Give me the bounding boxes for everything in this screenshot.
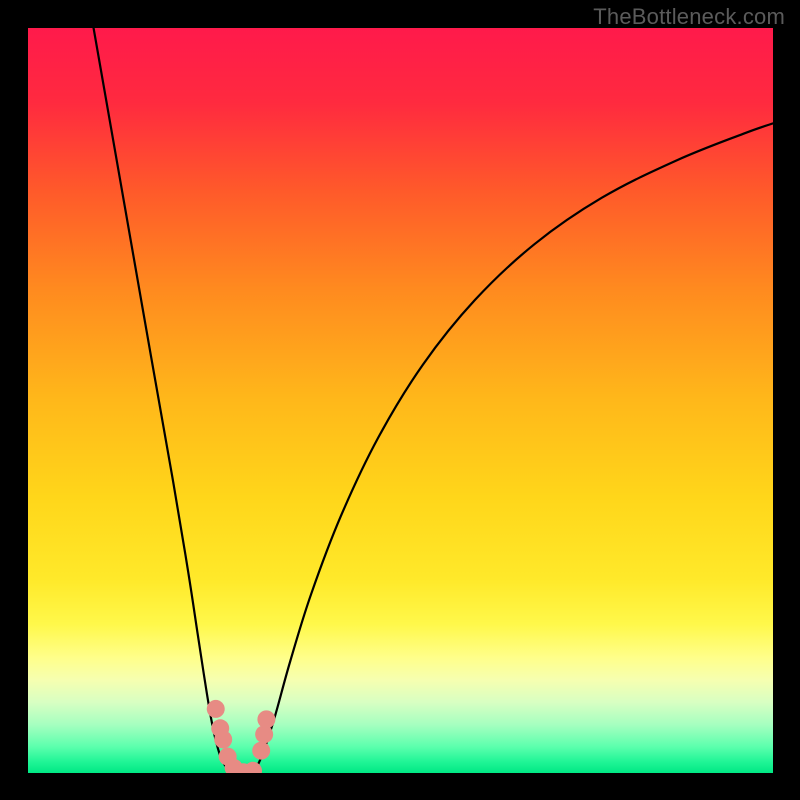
plot-area: [28, 28, 773, 773]
right-branch: [252, 123, 774, 773]
left-branch: [94, 28, 236, 773]
v-curve: [28, 28, 773, 773]
chart-stage: TheBottleneck.com: [0, 0, 800, 800]
watermark-text: TheBottleneck.com: [593, 4, 785, 30]
